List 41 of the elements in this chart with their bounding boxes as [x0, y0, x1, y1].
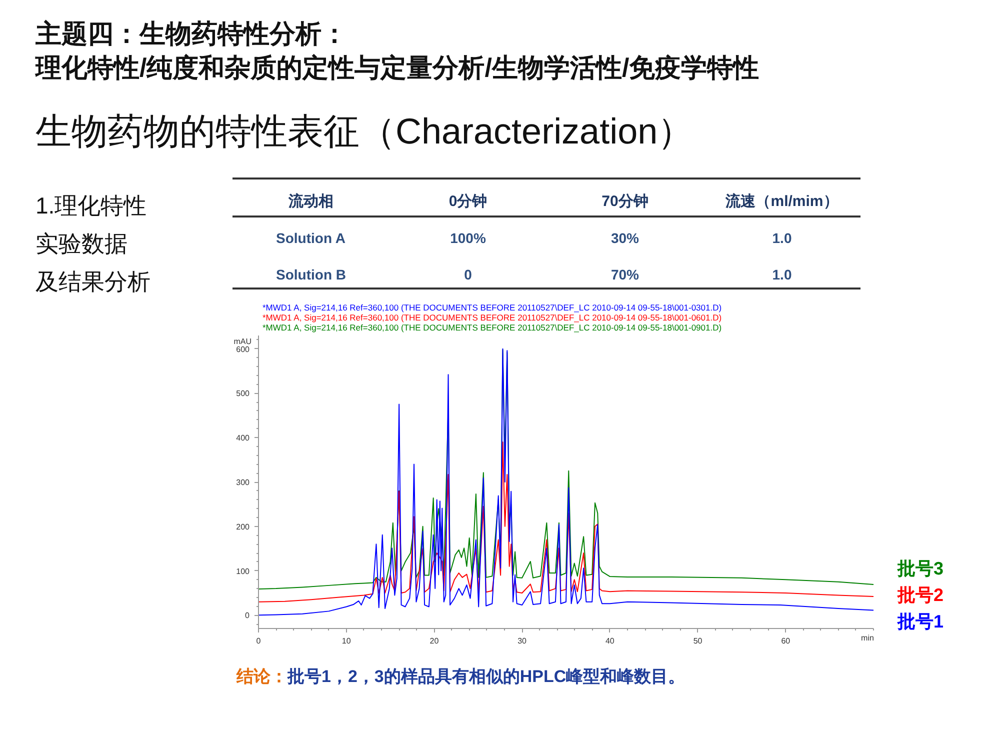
category-label: Solution B: [276, 266, 346, 282]
x-tick-label: 10: [342, 636, 352, 646]
x-tick-label: 50: [693, 636, 703, 646]
y-axis-title: mAU: [234, 337, 252, 346]
category-label: Solution A: [276, 230, 346, 246]
y-tick-label: 100: [236, 566, 250, 576]
x-tick-label: 30: [518, 636, 528, 646]
x-tick-label: 0: [256, 636, 262, 646]
series-label: 批号2: [896, 585, 944, 605]
text: *MWD1 A, Sig=214,16 Ref=360,100 (THE DOCUMENTS BEFORE 20110527\DEF_LC 2010-09-14 09-55-18\001-0901.D): [262, 322, 722, 332]
text: 100%: [450, 230, 486, 246]
text: 流动相: [288, 192, 334, 210]
text: 及结果分析: [36, 268, 150, 294]
text: 1.理化特性: [36, 192, 147, 218]
x-axis-title: min: [861, 634, 874, 642]
text: *MWD1 A, Sig=214,16 Ref=360,100 (THE DOCUMENTS BEFORE 20110527\DEF_LC 2010-09-14 09-55-18\001-0601.D): [262, 312, 722, 322]
text: 实验数据: [36, 230, 128, 256]
text: 生物药物的特性表征（Characterization）: [36, 110, 694, 152]
series-label: 批号1: [896, 612, 944, 632]
y-tick-label: 300: [236, 478, 250, 487]
category-label: 70分钟: [602, 193, 648, 210]
text: 1.0: [772, 266, 792, 282]
text: 1.0: [772, 230, 792, 246]
category-label: 流速（ml/mim）: [724, 192, 838, 210]
y-tick-label: 600: [236, 344, 250, 354]
text: 理化特性/纯度和杂质的定性与定量分析/生物学活性/免疫学特性: [34, 52, 760, 82]
text: 0: [464, 266, 472, 282]
y-tick-label: 500: [236, 389, 250, 398]
x-tick-label: 40: [605, 636, 615, 646]
category-label: 0分钟: [448, 193, 488, 210]
y-tick-label: 400: [236, 434, 250, 443]
text: 主题四：生物药特性分析：: [34, 18, 348, 48]
text: 70%: [610, 266, 640, 282]
x-tick-label: 20: [430, 636, 440, 646]
text: 30%: [610, 230, 640, 246]
text: 结论：批号1，2，3的样品具有相似的HPLC峰型和峰数目。: [236, 667, 686, 686]
y-tick-label: 0: [245, 611, 250, 620]
series-label: 批号3: [896, 558, 944, 578]
text: *MWD1 A, Sig=214,16 Ref=360,100 (THE DOCUMENTS BEFORE 20110527\DEF_LC 2010-09-14 09-55-18\001-0301.D): [262, 302, 722, 312]
x-tick-label: 60: [781, 636, 791, 646]
y-tick-label: 200: [236, 522, 250, 532]
